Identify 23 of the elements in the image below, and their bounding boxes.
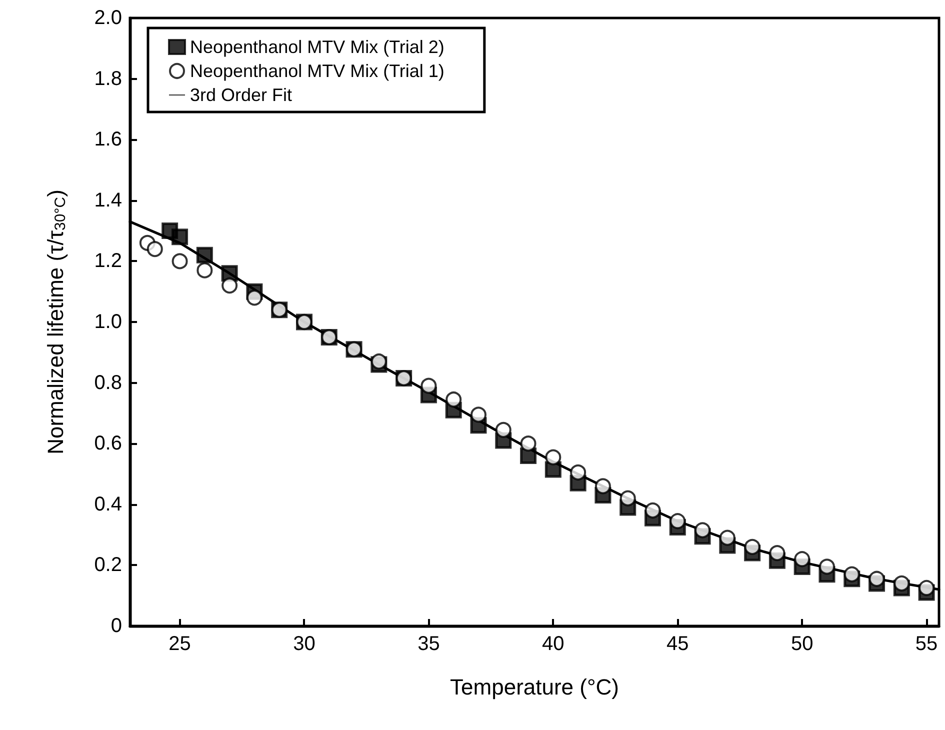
y-tick-label: 1.0 [94, 311, 122, 333]
y-tick-label: 1.2 [94, 250, 122, 272]
y-tick-label: 1.8 [94, 68, 122, 90]
x-tick-label: 40 [542, 633, 564, 655]
x-axis-title: Temperature (°C) [450, 674, 619, 700]
y-axis-title: Normalized lifetime (τ/τ30°C) [43, 190, 69, 454]
legend-label: Neopenthanol MTV Mix (Trial 1) [190, 61, 444, 81]
x-tick-label: 35 [418, 633, 440, 655]
y-tick-label: 0.4 [94, 493, 122, 516]
y-tick-label: 1.6 [94, 128, 122, 151]
legend-label: Neopenthanol MTV Mix (Trial 2) [190, 37, 444, 57]
x-tick-label: 25 [168, 633, 191, 655]
x-tick-label: 45 [666, 633, 689, 655]
y-tick-label: 0 [110, 615, 122, 637]
x-tick-label: 55 [915, 633, 938, 655]
y-tick-label: 0.8 [94, 372, 122, 394]
x-tick-label: 50 [790, 633, 814, 655]
y-tick-label: 0.6 [94, 432, 122, 455]
y-tick-label: 2.0 [94, 7, 122, 29]
y-tick-label: 1.4 [94, 189, 122, 212]
legend-label: 3rd Order Fit [190, 85, 292, 105]
x-tick-label: 30 [293, 633, 316, 655]
y-tick-label: 0.2 [94, 554, 122, 576]
